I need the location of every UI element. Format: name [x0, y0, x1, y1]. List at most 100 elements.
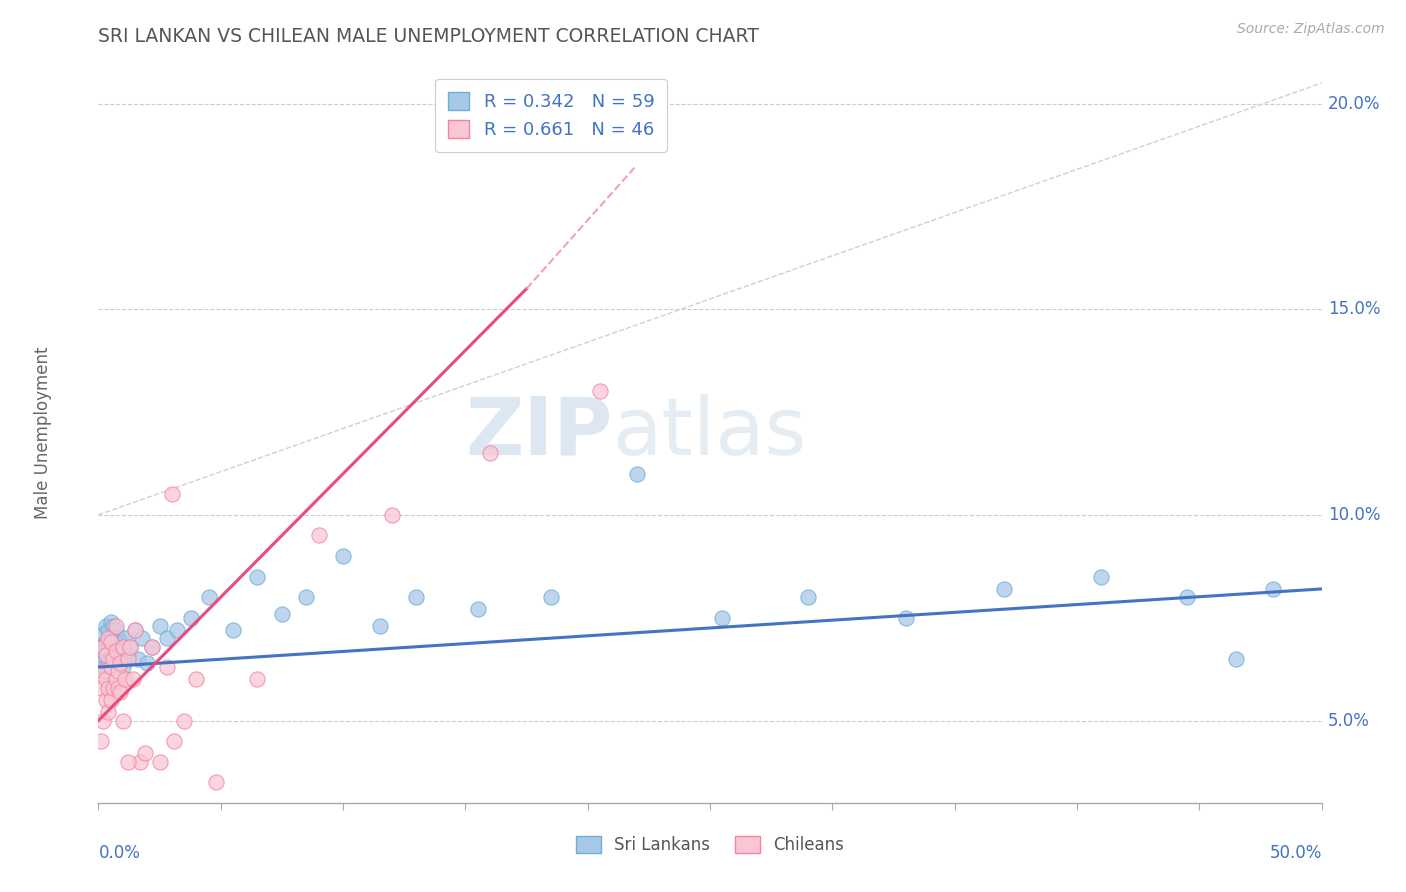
Point: [97, 640, 120, 654]
Point: [101, 681, 124, 695]
Point: [100, 648, 122, 662]
Point: [110, 656, 132, 670]
Point: [156, 632, 179, 646]
Point: [90, 640, 112, 654]
Text: 5.0%: 5.0%: [1327, 712, 1369, 730]
Point: [111, 660, 134, 674]
Point: [308, 528, 330, 542]
Point: [107, 664, 129, 678]
Text: 0.0%: 0.0%: [98, 844, 141, 862]
Point: [134, 747, 156, 761]
Point: [993, 582, 1015, 596]
Point: [121, 673, 143, 687]
Point: [1175, 590, 1198, 604]
Text: Source: ZipAtlas.com: Source: ZipAtlas.com: [1237, 22, 1385, 37]
Point: [589, 384, 612, 399]
Point: [894, 611, 917, 625]
Point: [117, 652, 139, 666]
Point: [101, 619, 124, 633]
Point: [114, 632, 136, 646]
Point: [94, 619, 117, 633]
Point: [141, 640, 163, 654]
Point: [711, 611, 734, 625]
Point: [295, 590, 318, 604]
Point: [368, 619, 391, 633]
Text: Male Unemployment: Male Unemployment: [34, 346, 52, 519]
Point: [94, 635, 117, 649]
Point: [94, 673, 117, 687]
Text: SRI LANKAN VS CHILEAN MALE UNEMPLOYMENT CORRELATION CHART: SRI LANKAN VS CHILEAN MALE UNEMPLOYMENT …: [98, 27, 759, 45]
Point: [797, 590, 820, 604]
Point: [114, 673, 136, 687]
Point: [107, 632, 129, 646]
Point: [111, 640, 134, 654]
Point: [91, 640, 114, 654]
Point: [94, 664, 117, 678]
Point: [163, 734, 186, 748]
Point: [101, 652, 124, 666]
Point: [117, 648, 139, 662]
Point: [129, 755, 152, 769]
Text: atlas: atlas: [612, 393, 807, 472]
Point: [120, 640, 142, 654]
Point: [97, 681, 120, 695]
Point: [111, 640, 134, 654]
Point: [94, 693, 117, 707]
Point: [1261, 582, 1284, 596]
Point: [120, 640, 142, 654]
Point: [222, 623, 245, 637]
Legend: Sri Lankans, Chileans: Sri Lankans, Chileans: [569, 830, 851, 861]
Point: [97, 706, 120, 720]
Point: [197, 590, 219, 604]
Point: [97, 623, 120, 637]
Point: [104, 623, 127, 637]
Point: [478, 446, 501, 460]
Point: [97, 632, 120, 646]
Point: [91, 627, 114, 641]
Point: [100, 660, 122, 674]
Point: [91, 664, 114, 678]
Point: [100, 632, 122, 646]
Text: 15.0%: 15.0%: [1327, 301, 1381, 318]
Point: [160, 487, 183, 501]
Point: [166, 623, 188, 637]
Text: 50.0%: 50.0%: [1270, 844, 1322, 862]
Point: [405, 590, 427, 604]
Point: [127, 652, 149, 666]
Point: [149, 619, 172, 633]
Point: [91, 660, 114, 674]
Point: [124, 623, 146, 637]
Point: [540, 590, 562, 604]
Point: [246, 673, 269, 687]
Point: [180, 611, 202, 625]
Point: [149, 755, 172, 769]
Point: [100, 693, 122, 707]
Point: [131, 632, 153, 646]
Point: [91, 714, 114, 728]
Point: [246, 569, 269, 583]
Point: [332, 549, 354, 563]
Point: [90, 681, 112, 695]
Point: [104, 656, 127, 670]
Point: [111, 714, 134, 728]
Point: [101, 635, 124, 649]
Point: [104, 619, 127, 633]
Point: [110, 652, 132, 666]
Point: [101, 652, 124, 666]
Point: [107, 681, 129, 695]
Point: [107, 648, 129, 662]
Point: [94, 648, 117, 662]
Point: [381, 508, 404, 522]
Text: 10.0%: 10.0%: [1327, 506, 1381, 524]
Point: [205, 775, 228, 789]
Point: [110, 685, 132, 699]
Point: [91, 643, 114, 657]
Point: [626, 467, 648, 481]
Point: [117, 755, 139, 769]
Point: [90, 652, 112, 666]
Point: [100, 660, 122, 674]
Point: [467, 602, 489, 616]
Point: [1225, 652, 1247, 666]
Point: [186, 673, 208, 687]
Text: ZIP: ZIP: [465, 393, 612, 472]
